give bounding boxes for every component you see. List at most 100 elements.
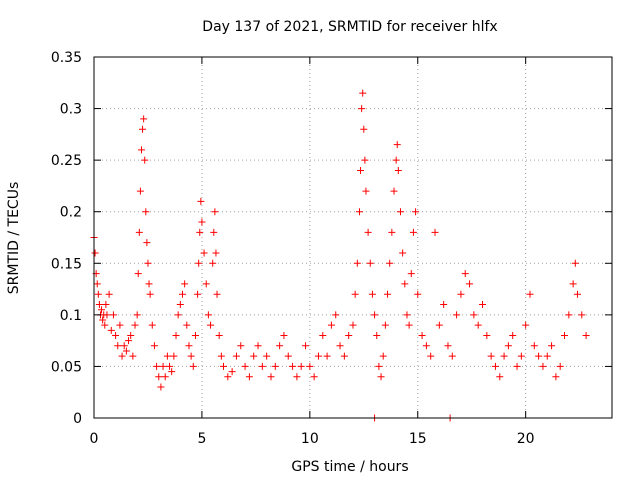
- y-tick-label: 0.25: [51, 153, 82, 169]
- data-point: [394, 166, 402, 174]
- data-point: [91, 249, 99, 257]
- data-point: [163, 352, 171, 360]
- data-point: [569, 280, 577, 288]
- data-point: [381, 321, 389, 329]
- data-point: [114, 342, 122, 350]
- data-point: [427, 352, 435, 360]
- data-point: [109, 311, 117, 319]
- data-point: [360, 125, 368, 133]
- y-tick-label: 0.05: [51, 359, 82, 375]
- data-point: [145, 280, 153, 288]
- data-point: [336, 342, 344, 350]
- data-point: [178, 290, 186, 298]
- data-point: [396, 208, 404, 216]
- data-point: [174, 311, 182, 319]
- x-tick-label: 20: [517, 431, 535, 447]
- data-point: [377, 373, 385, 381]
- data-point: [368, 290, 376, 298]
- data-point: [141, 156, 149, 164]
- data-point: [101, 321, 109, 329]
- data-point: [548, 342, 556, 350]
- data-point: [215, 331, 223, 339]
- data-point: [195, 259, 203, 267]
- data-point: [271, 362, 279, 370]
- data-point: [353, 259, 361, 267]
- data-point: [539, 362, 547, 370]
- data-point: [412, 208, 420, 216]
- data-point: [310, 373, 318, 381]
- data-point: [245, 373, 253, 381]
- y-tick-label: 0.2: [60, 205, 82, 221]
- data-point: [393, 141, 401, 149]
- data-point: [122, 347, 130, 355]
- data-point: [470, 311, 478, 319]
- data-point: [102, 301, 110, 309]
- data-point: [535, 352, 543, 360]
- data-point: [134, 270, 142, 278]
- y-axis-label: SRMTID / TECUs: [6, 182, 22, 295]
- data-point: [125, 337, 133, 345]
- data-point: [157, 383, 165, 391]
- data-point: [284, 352, 292, 360]
- data-point: [107, 326, 115, 334]
- data-point: [213, 290, 221, 298]
- data-point: [440, 301, 448, 309]
- data-point: [131, 321, 139, 329]
- data-point: [522, 321, 530, 329]
- data-point: [280, 331, 288, 339]
- data-point: [172, 331, 180, 339]
- data-point: [448, 352, 456, 360]
- data-point: [146, 290, 154, 298]
- data-point: [422, 342, 430, 350]
- data-point: [487, 352, 495, 360]
- data-point: [196, 228, 204, 236]
- data-point: [319, 331, 327, 339]
- data-point: [466, 280, 474, 288]
- data-point: [340, 352, 348, 360]
- y-tick-label: 0.35: [51, 50, 82, 66]
- data-point: [384, 290, 392, 298]
- data-point: [323, 352, 331, 360]
- data-point: [140, 115, 148, 123]
- data-point: [358, 105, 366, 113]
- data-point: [105, 290, 113, 298]
- data-point: [207, 321, 215, 329]
- data-point: [332, 311, 340, 319]
- data-point: [297, 362, 305, 370]
- data-point: [293, 373, 301, 381]
- data-point: [136, 187, 144, 195]
- data-point: [355, 208, 363, 216]
- data-point: [95, 301, 103, 309]
- data-point: [461, 270, 469, 278]
- data-point: [371, 311, 379, 319]
- data-point: [103, 311, 111, 319]
- data-point: [302, 342, 310, 350]
- data-point: [496, 373, 504, 381]
- data-point: [211, 208, 219, 216]
- data-point: [197, 197, 205, 205]
- data-point: [351, 290, 359, 298]
- data-point: [237, 342, 245, 350]
- x-axis-label: GPS time / hours: [291, 459, 408, 475]
- data-point: [220, 362, 227, 370]
- data-point: [194, 290, 202, 298]
- data-point: [392, 156, 400, 164]
- data-point: [202, 280, 210, 288]
- data-point: [403, 311, 411, 319]
- data-point: [153, 362, 161, 370]
- data-point: [166, 362, 174, 370]
- data-point: [390, 187, 398, 195]
- data-point: [530, 342, 538, 350]
- data-point: [327, 321, 335, 329]
- data-point: [582, 331, 590, 339]
- data-point: [112, 331, 120, 339]
- data-point: [143, 239, 151, 247]
- data-point: [479, 301, 486, 309]
- data-point: [181, 280, 189, 288]
- data-point: [414, 290, 422, 298]
- data-point: [267, 373, 275, 381]
- data-point: [373, 331, 381, 339]
- x-tick-label: 0: [90, 431, 99, 447]
- data-point: [366, 259, 374, 267]
